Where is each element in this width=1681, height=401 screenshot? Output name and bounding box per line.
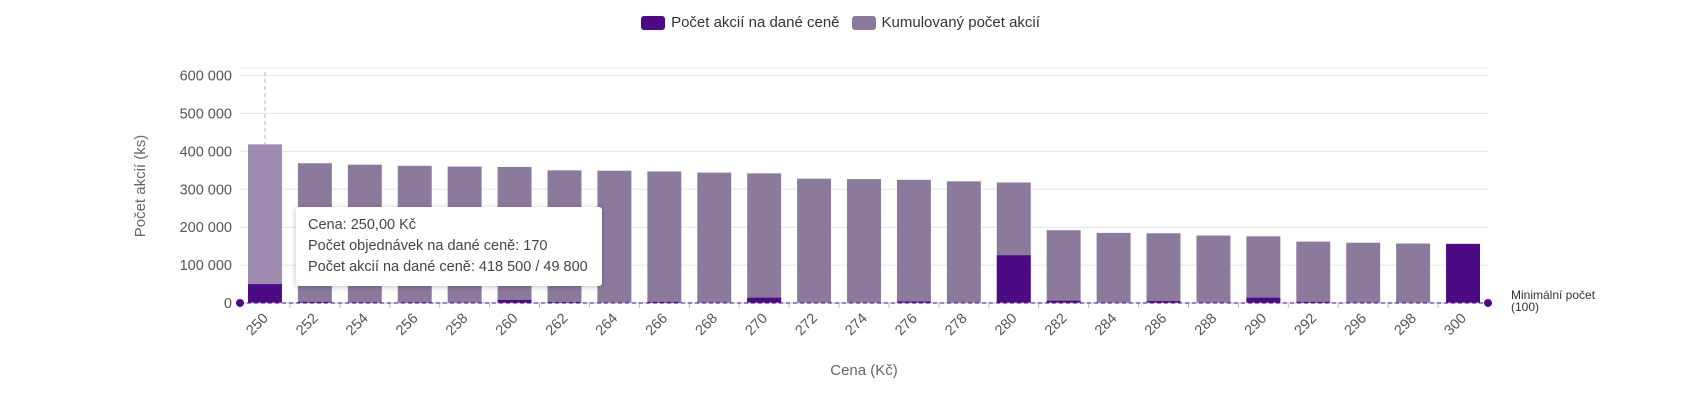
- bar-per-price: [297, 301, 332, 303]
- x-tick-label: 254: [343, 311, 371, 339]
- x-tick-label: 298: [1392, 311, 1420, 339]
- legend-item-per-price[interactable]: Počet akcií na dané ceně: [641, 14, 840, 31]
- legend-swatch-cumulative: [851, 15, 876, 30]
- x-tick-label: 284: [1092, 311, 1120, 339]
- bar-per-price: [1296, 301, 1331, 303]
- tooltip-share-count: Počet akcií na dané ceně: 418 500 / 49 8…: [308, 259, 588, 275]
- y-tick-label: 300 000: [180, 182, 232, 198]
- bar-per-price: [747, 297, 782, 303]
- bar-cumulative: [1346, 242, 1381, 303]
- tooltip-order-count: Počet objednávek na dané ceně: 170: [308, 238, 548, 254]
- x-tick-label: 290: [1242, 311, 1270, 339]
- bar-per-price: [996, 255, 1031, 303]
- x-tick-label: 260: [493, 311, 521, 339]
- bar-cumulative: [1046, 230, 1081, 303]
- x-axis-title: Cena (Kč): [830, 362, 898, 379]
- x-tick-label: 286: [1142, 311, 1170, 339]
- bar-cumulative: [1246, 236, 1281, 303]
- bar-cumulative: [747, 173, 782, 303]
- y-tick-label: 100 000: [180, 258, 232, 274]
- bar-per-price: [1146, 301, 1181, 303]
- bar-per-price: [247, 284, 282, 303]
- bar-per-price: [647, 301, 682, 303]
- x-tick-label: 268: [693, 311, 721, 339]
- x-tick-label: 280: [992, 311, 1020, 339]
- bar-per-price: [1446, 243, 1481, 303]
- bar-cumulative: [1096, 232, 1131, 303]
- bar-per-price: [896, 301, 931, 303]
- legend-label-cumulative: Kumulovaný počet akcií: [881, 14, 1040, 31]
- bar-cumulative: [597, 170, 632, 303]
- bar-per-price: [1246, 297, 1281, 303]
- bar-cumulative: [896, 179, 931, 303]
- bar-cumulative: [797, 178, 832, 303]
- x-tick-label: 278: [942, 311, 970, 339]
- bar-cumulative: [1146, 233, 1181, 303]
- bar-cumulative: [1196, 235, 1231, 303]
- bar-cumulative: [697, 172, 732, 303]
- x-tick-label: 274: [842, 311, 870, 339]
- x-tick-label: 270: [743, 311, 771, 339]
- x-tick-label: 250: [243, 311, 271, 339]
- tooltip-price: Cena: 250,00 Kč: [308, 217, 417, 233]
- min-count-line-start: [236, 298, 244, 307]
- y-axis-title: Počet akcií (ks): [132, 135, 149, 238]
- bar-cumulative: [946, 181, 981, 303]
- bar-cumulative: [1396, 243, 1431, 303]
- x-tick-label: 282: [1042, 311, 1070, 339]
- x-tick-label: 296: [1342, 311, 1370, 339]
- y-tick-label: 200 000: [180, 220, 232, 236]
- x-tick-label: 300: [1441, 311, 1469, 339]
- x-tick-label: 272: [792, 311, 820, 339]
- x-tick-label: 262: [543, 311, 571, 339]
- bar-per-price: [497, 299, 532, 303]
- x-tick-label: 288: [1192, 311, 1220, 339]
- y-tick-label: 0: [224, 296, 232, 312]
- chart-legend: Počet akcií na dané ceně Kumulovaný poče…: [0, 14, 1681, 31]
- x-tick-label: 256: [393, 311, 421, 339]
- legend-item-cumulative[interactable]: Kumulovaný počet akcií: [851, 14, 1040, 31]
- x-tick-label: 266: [643, 311, 671, 339]
- chart-tooltip: Cena: 250,00 Kč Počet objednávek na dané…: [296, 207, 602, 286]
- min-line-label-value: (100): [1511, 300, 1540, 314]
- legend-swatch-per-price: [641, 15, 666, 30]
- min-line-label-title: Minimální počet: [1511, 288, 1596, 302]
- bar-cumulative: [247, 144, 282, 303]
- bar-cumulative: [647, 171, 682, 303]
- min-line-label: Minimální počet (100): [1511, 289, 1595, 313]
- x-tick-label: 264: [593, 311, 621, 339]
- min-count-line-end: [1484, 298, 1492, 307]
- x-tick-label: 292: [1292, 311, 1320, 339]
- bar-per-price: [1046, 300, 1081, 303]
- y-tick-label: 600 000: [180, 69, 232, 85]
- x-tick-label: 258: [443, 311, 471, 339]
- y-tick-label: 400 000: [180, 144, 232, 160]
- y-tick-label: 500 000: [180, 106, 232, 122]
- x-tick-label: 252: [293, 311, 321, 339]
- x-tick-label: 276: [892, 311, 920, 339]
- bar-cumulative: [847, 179, 881, 303]
- bar-cumulative: [1296, 241, 1331, 303]
- legend-label-per-price: Počet akcií na dané ceně: [671, 14, 840, 31]
